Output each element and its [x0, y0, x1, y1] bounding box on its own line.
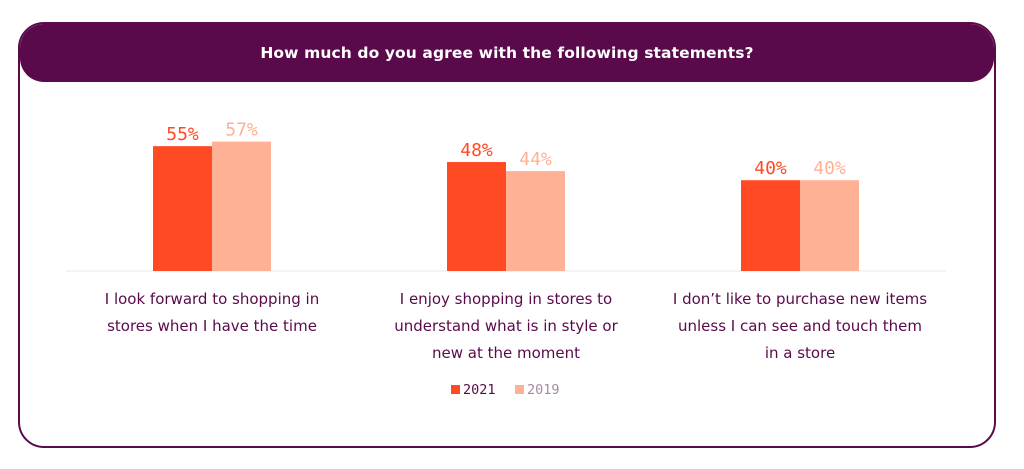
value-labels-group: 55% 57% 48% 44% 40% 40%: [166, 120, 846, 180]
value-label-2021-cat-1: 55%: [166, 124, 199, 145]
bar-2021-cat-2: [447, 162, 506, 271]
bar-2019-cat-1: [212, 141, 271, 271]
bar-2019-cat-2: [506, 171, 565, 271]
category-label-3-line-2: unless I can see and touch them: [678, 317, 922, 335]
value-label-2019-cat-2: 44%: [519, 149, 552, 170]
category-label-1-line-1: I look forward to shopping in: [105, 290, 319, 308]
bar-2021-cat-3: [741, 180, 800, 271]
value-label-2021-cat-2: 48%: [460, 140, 493, 161]
bar-2021-cat-1: [153, 146, 212, 271]
category-label-1-line-2: stores when I have the time: [107, 317, 317, 335]
legend: 2021 2019: [451, 382, 560, 398]
legend-label-2019: 2019: [527, 382, 560, 398]
category-label-3-line-3: in a store: [765, 344, 835, 362]
value-label-2019-cat-1: 57%: [225, 120, 258, 141]
chart-header: How much do you agree with the following…: [20, 24, 994, 82]
category-label-3-line-1: I don’t like to purchase new items: [673, 290, 927, 308]
value-label-2021-cat-3: 40%: [754, 158, 787, 179]
legend-swatch-2021: [451, 385, 460, 394]
chart-title: How much do you agree with the following…: [260, 44, 754, 62]
legend-label-2021: 2021: [463, 382, 496, 398]
bar-2019-cat-3: [800, 180, 859, 271]
category-labels-group: I look forward to shopping in stores when…: [105, 290, 928, 362]
legend-swatch-2019: [515, 385, 524, 394]
bars-group: [153, 141, 859, 271]
category-label-2-line-1: I enjoy shopping in stores to: [400, 290, 612, 308]
category-label-2-line-2: understand what is in style or: [394, 317, 618, 335]
value-label-2019-cat-3: 40%: [813, 158, 846, 179]
category-label-2-line-3: new at the moment: [432, 344, 580, 362]
